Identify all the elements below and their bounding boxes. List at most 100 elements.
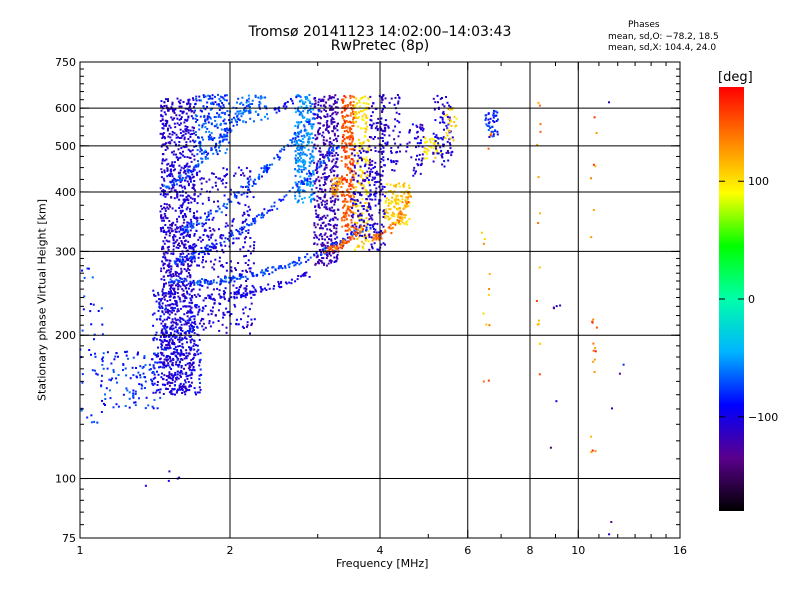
data-point <box>211 233 214 236</box>
data-point <box>393 190 396 193</box>
data-point <box>200 177 203 180</box>
data-point <box>143 387 146 389</box>
data-point <box>162 184 164 187</box>
data-point <box>356 102 359 105</box>
data-point <box>159 307 162 310</box>
data-point <box>359 234 361 237</box>
data-point <box>174 313 177 316</box>
data-point <box>178 198 181 201</box>
data-point <box>173 342 176 344</box>
data-point <box>323 172 326 175</box>
data-point <box>437 152 440 155</box>
data-point <box>216 126 219 129</box>
data-point <box>593 358 596 361</box>
data-point <box>136 353 139 356</box>
data-point <box>326 254 328 256</box>
data-point <box>191 246 194 249</box>
data-point <box>235 237 238 240</box>
data-point <box>200 149 203 152</box>
data-point <box>307 109 309 112</box>
data-point <box>353 96 356 99</box>
data-point <box>207 199 210 202</box>
data-point <box>311 125 314 128</box>
data-point <box>349 148 352 151</box>
data-point <box>360 183 362 186</box>
data-point <box>333 154 336 157</box>
data-point <box>228 119 231 122</box>
data-point <box>487 112 490 115</box>
data-point <box>312 146 315 149</box>
data-point <box>495 120 498 122</box>
data-point <box>288 266 291 269</box>
data-point <box>361 234 363 237</box>
data-point <box>248 224 251 227</box>
data-point <box>340 180 343 183</box>
data-point <box>314 169 317 172</box>
data-point <box>302 102 304 105</box>
data-point <box>169 270 172 273</box>
data-point <box>172 150 175 153</box>
data-point <box>326 214 329 217</box>
data-point <box>168 281 170 284</box>
data-point <box>393 206 396 209</box>
data-point <box>372 238 375 241</box>
data-point <box>317 103 320 106</box>
data-point <box>190 306 193 309</box>
data-point <box>336 224 338 227</box>
data-point <box>496 118 499 121</box>
data-point <box>160 228 163 231</box>
data-point <box>170 227 173 230</box>
data-point <box>328 251 331 254</box>
data-point <box>383 212 386 215</box>
data-point <box>336 140 339 143</box>
data-point <box>184 381 187 384</box>
data-point <box>369 205 372 208</box>
data-point <box>364 202 367 205</box>
data-point <box>179 361 181 364</box>
data-point <box>266 270 269 272</box>
data-point <box>166 308 169 311</box>
data-point <box>167 375 170 377</box>
data-point <box>298 257 301 260</box>
data-point <box>405 221 408 224</box>
data-point <box>185 322 188 325</box>
data-point <box>207 215 210 217</box>
data-point <box>364 238 367 241</box>
data-point <box>318 238 320 241</box>
data-point <box>263 105 266 108</box>
data-point <box>381 185 384 188</box>
data-point <box>490 132 493 135</box>
data-point <box>298 192 301 195</box>
data-point <box>176 370 179 373</box>
data-point <box>162 252 165 255</box>
data-point <box>177 226 179 229</box>
data-point <box>351 125 354 128</box>
data-point <box>487 379 490 382</box>
data-point <box>185 144 188 146</box>
data-point <box>197 238 200 241</box>
data-point <box>308 120 311 123</box>
data-point <box>242 103 245 106</box>
data-point <box>238 286 241 289</box>
data-point <box>317 214 320 217</box>
data-point <box>163 219 165 222</box>
data-point <box>265 165 268 168</box>
data-point <box>367 97 370 100</box>
data-point <box>300 168 303 171</box>
data-point <box>253 241 256 244</box>
data-point <box>294 181 297 184</box>
data-point <box>184 243 187 246</box>
data-point <box>369 215 372 218</box>
data-point <box>151 380 154 383</box>
data-point <box>448 122 451 125</box>
data-point <box>245 288 248 291</box>
data-point <box>448 116 451 119</box>
data-point <box>350 134 353 137</box>
data-point <box>369 226 372 229</box>
data-point <box>244 290 247 293</box>
data-point <box>260 290 263 293</box>
data-point <box>206 216 209 218</box>
data-point <box>247 229 250 232</box>
data-point <box>185 191 187 194</box>
data-point <box>330 171 333 174</box>
